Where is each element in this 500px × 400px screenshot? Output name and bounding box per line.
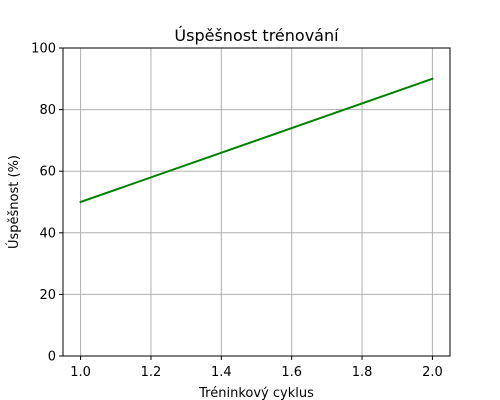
- x-tick-label: 1.8: [352, 365, 373, 380]
- series-line: [79, 77, 434, 204]
- y-tick-label: 80: [39, 103, 56, 118]
- grid-lines: [63, 47, 450, 357]
- x-axis-ticks: 1.0 1.2 1.4 1.6 1.8 2.0: [70, 356, 443, 380]
- y-tick-label: 40: [39, 226, 56, 241]
- y-axis-label: Úspěšnost (%): [6, 155, 22, 249]
- y-tick-label: 0: [48, 350, 56, 365]
- x-axis-label: Tréninkový cyklus: [198, 386, 314, 400]
- y-tick-label: 100: [31, 42, 56, 57]
- x-tick-label: 2.0: [422, 365, 443, 380]
- x-tick-label: 1.4: [211, 365, 232, 380]
- x-tick-label: 1.0: [70, 365, 91, 380]
- series-layer: [79, 77, 434, 204]
- x-tick-label: 1.2: [141, 365, 162, 380]
- chart-title: Úspěšnost trénování: [174, 26, 339, 45]
- y-axis-ticks: 0 20 40 60 80 100: [31, 42, 63, 365]
- plot-frame: [62, 47, 451, 357]
- y-tick-label: 60: [39, 165, 56, 180]
- x-tick-label: 1.6: [281, 365, 302, 380]
- y-tick-label: 20: [39, 288, 56, 303]
